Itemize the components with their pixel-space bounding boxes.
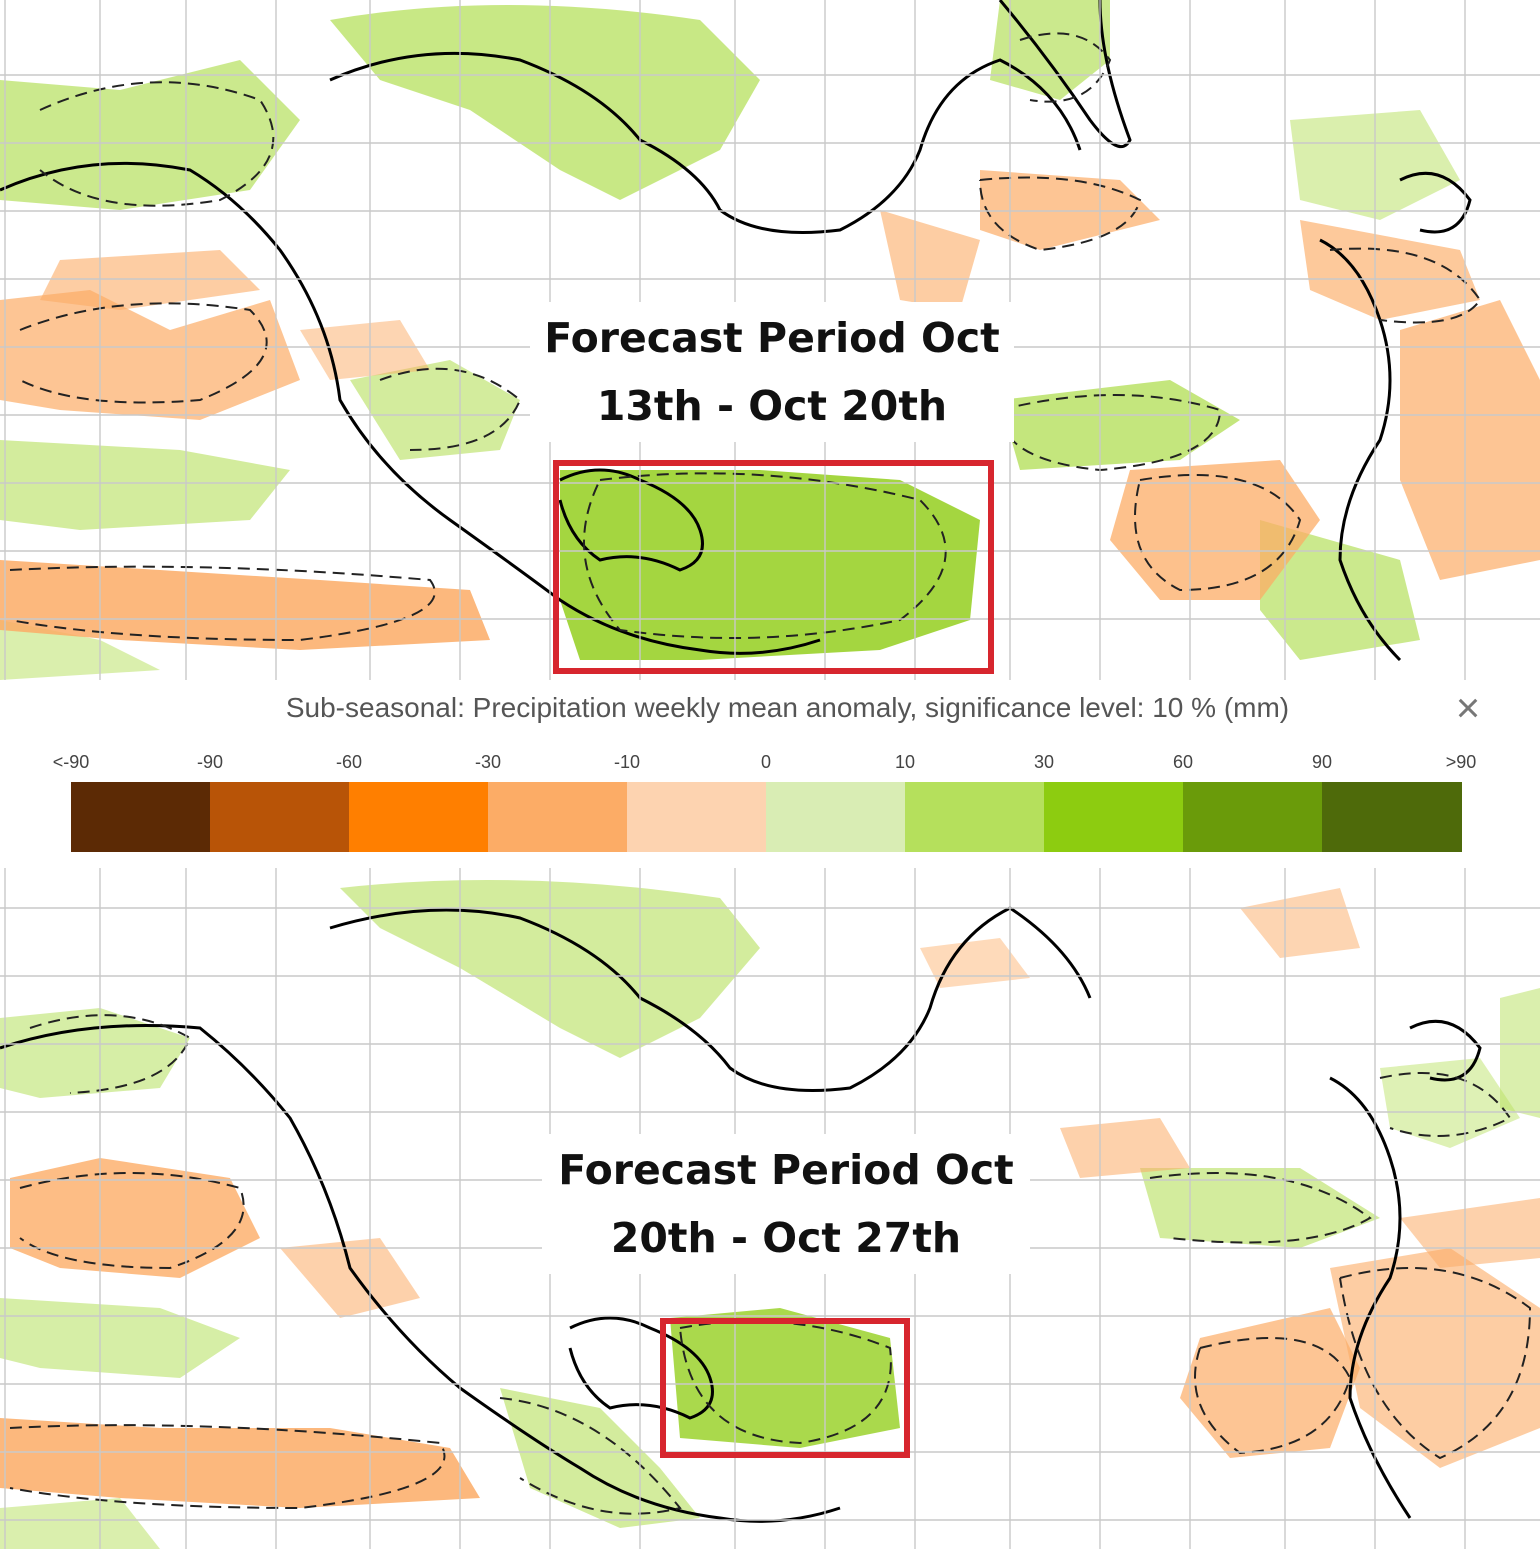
legend-color-swatch: [488, 782, 628, 852]
map-panel-top: Forecast Period Oct 13th - Oct 20th: [0, 0, 1540, 680]
coastlines: [0, 0, 1472, 662]
legend-panel: Sub-seasonal: Precipitation weekly mean …: [20, 684, 1490, 856]
legend-tick-label: -90: [196, 752, 223, 772]
legend-tick-label: -10: [613, 752, 640, 772]
anomaly-shading-positive: [0, 0, 1460, 680]
forecast-period-label-top: Forecast Period Oct 13th - Oct 20th: [530, 302, 1014, 442]
close-icon[interactable]: ×: [1455, 684, 1481, 731]
legend-color-swatch: [905, 782, 1045, 852]
map-panel-bottom: [0, 868, 1540, 1549]
legend-color-swatch: [349, 782, 489, 852]
forecast-period-label-bottom: Forecast Period Oct 20th - Oct 27th: [542, 1134, 1030, 1274]
forecast-period-line-2: 20th - Oct 27th: [610, 1214, 962, 1262]
anomaly-shading-positive: [0, 880, 1540, 1549]
legend-tick-label: >90: [1445, 752, 1477, 772]
legend-tick-label: 30: [1033, 752, 1055, 772]
forecast-period-line-1: Forecast Period Oct: [544, 314, 1000, 362]
caribbean-highlight-box-top: [553, 460, 994, 674]
legend-tick-label: 90: [1311, 752, 1333, 772]
precip-map-bottom: [0, 868, 1540, 1549]
legend-color-swatch: [1322, 782, 1462, 852]
legend-tick-label: 10: [894, 752, 916, 772]
coastlines: [0, 906, 1482, 1523]
legend-title: Sub-seasonal: Precipitation weekly mean …: [285, 692, 1290, 723]
legend-color-swatch: [71, 782, 211, 852]
anomaly-shading-negative: [0, 170, 1540, 650]
legend-color-swatch: [766, 782, 906, 852]
legend-color-swatch: [1044, 782, 1184, 852]
significance-contours: [9, 32, 1482, 642]
caribbean-highlight-box-bottom: [660, 1318, 910, 1458]
legend-color-swatch: [210, 782, 350, 852]
legend-tick-label: <-90: [52, 752, 90, 772]
legend-color-swatch: [1183, 782, 1323, 852]
precip-map-top: [0, 0, 1540, 680]
legend-tick-label: -60: [335, 752, 362, 772]
legend-tick-label: 60: [1172, 752, 1194, 772]
legend-tick-label: 0: [760, 752, 771, 772]
legend-color-swatch: [627, 782, 767, 852]
forecast-period-line-1: Forecast Period Oct: [558, 1146, 1014, 1194]
legend-tick-label: -30: [474, 752, 501, 772]
forecast-period-line-2: 13th - Oct 20th: [596, 382, 948, 430]
